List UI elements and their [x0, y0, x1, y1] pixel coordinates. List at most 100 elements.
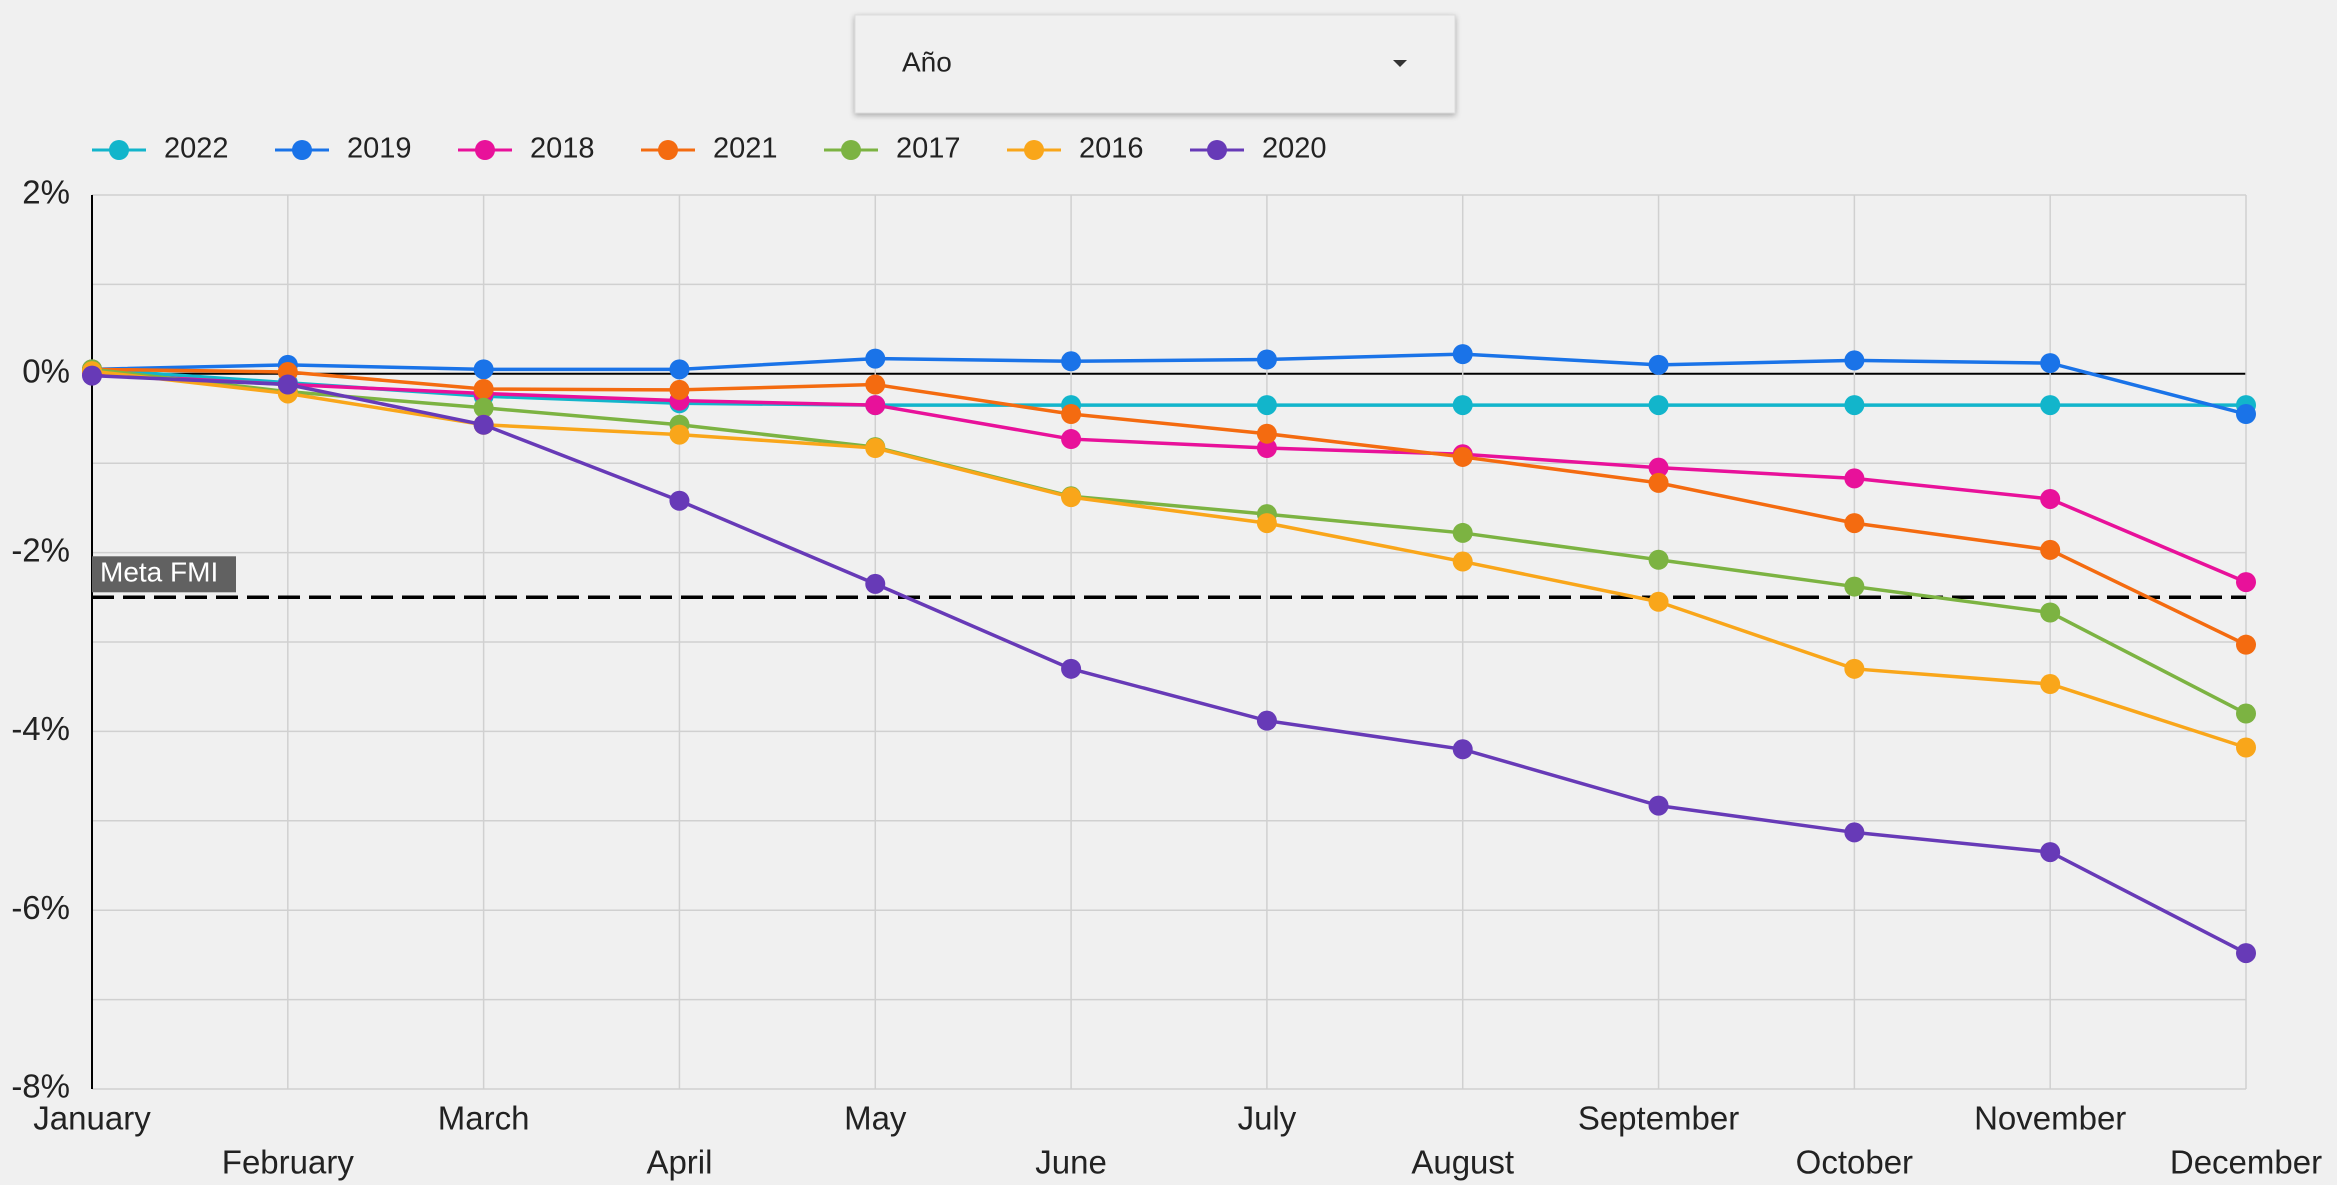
x-tick-label: March	[438, 1100, 530, 1137]
legend-label: 2020	[1262, 133, 1327, 165]
data-point	[2040, 539, 2061, 560]
data-point	[1061, 487, 1082, 508]
data-point	[669, 379, 690, 400]
legend-marker	[292, 140, 312, 160]
data-point	[1256, 438, 1277, 459]
x-tick-label: February	[222, 1144, 355, 1181]
data-point	[82, 365, 102, 386]
series-line	[91, 372, 2247, 584]
legend-marker	[1024, 140, 1044, 160]
legend-label: 2019	[347, 133, 412, 165]
data-point	[2236, 404, 2256, 425]
data-point	[1061, 351, 1082, 372]
legend-label: 2022	[164, 133, 229, 165]
y-tick-label: -2%	[11, 531, 70, 568]
legend-marker	[841, 140, 861, 160]
dropdown-arrow	[1393, 60, 1407, 67]
data-point	[2040, 395, 2061, 416]
series-line	[91, 367, 2247, 647]
x-tick-label: July	[1238, 1100, 1297, 1137]
data-point	[1648, 472, 1669, 493]
data-point	[2236, 943, 2256, 964]
y-tick-label: 2%	[22, 174, 70, 211]
x-tick-label: April	[646, 1144, 712, 1181]
data-point	[2236, 634, 2256, 655]
data-point	[1648, 591, 1669, 612]
data-point	[1256, 349, 1277, 370]
annotation: Meta FMI	[100, 557, 218, 588]
annotation-box	[92, 556, 236, 593]
data-point	[2040, 353, 2061, 374]
data-point	[1061, 658, 1082, 679]
data-point	[669, 490, 690, 511]
data-point	[865, 348, 886, 369]
data-point	[1844, 350, 1865, 371]
data-point	[277, 374, 298, 395]
data-point	[1844, 822, 1865, 843]
series-line	[91, 367, 2247, 716]
data-point	[2040, 674, 2061, 695]
x-tick-label: October	[1796, 1144, 1913, 1181]
data-point	[473, 414, 494, 435]
data-point	[1452, 395, 1473, 416]
x-tick-label: December	[2170, 1144, 2322, 1181]
data-point	[1256, 395, 1277, 416]
data-point	[1452, 344, 1473, 365]
data-point	[2236, 737, 2256, 758]
data-point	[1844, 468, 1865, 489]
data-point	[1844, 513, 1865, 534]
data-point	[2040, 488, 2061, 509]
data-point	[865, 573, 886, 594]
series-line	[91, 352, 2247, 416]
data-point	[2236, 572, 2256, 593]
data-point	[1256, 513, 1277, 534]
x-tick-label: August	[1411, 1144, 1514, 1181]
series-line	[91, 373, 2247, 955]
data-point	[1844, 658, 1865, 679]
legend-label: 2017	[896, 133, 961, 165]
data-point	[2236, 703, 2256, 724]
dropdown-label: Año	[902, 46, 952, 77]
data-point	[1256, 423, 1277, 444]
data-point	[473, 397, 494, 418]
x-tick-label: May	[844, 1100, 907, 1137]
data-point	[473, 378, 494, 399]
legend-label: 2021	[713, 133, 778, 165]
y-tick-label: 0%	[22, 353, 70, 390]
x-tick-label: June	[1035, 1144, 1107, 1181]
y-tick-label: -4%	[11, 710, 70, 747]
legend-label: 2016	[1079, 133, 1144, 165]
data-point	[2040, 842, 2061, 863]
data-point	[1061, 429, 1082, 450]
legend-marker	[475, 140, 495, 160]
legend-marker	[109, 140, 129, 160]
x-tick-label: November	[1974, 1100, 2126, 1137]
data-point	[1452, 551, 1473, 572]
data-point	[1844, 576, 1865, 597]
legend-marker	[658, 140, 678, 160]
data-point	[1648, 549, 1669, 570]
legend-label: 2018	[530, 133, 595, 165]
data-point	[669, 424, 690, 445]
x-tick-label: September	[1578, 1100, 1739, 1137]
dropdown[interactable]: Año	[854, 14, 1456, 114]
data-point	[1648, 457, 1669, 478]
data-point	[1452, 446, 1473, 467]
series-line	[91, 367, 2246, 407]
series-line	[91, 369, 2247, 750]
data-point	[1648, 395, 1669, 416]
data-point	[2040, 602, 2061, 623]
x-tick-label: January	[33, 1100, 151, 1137]
data-point	[865, 395, 886, 416]
legend-marker	[1207, 140, 1227, 160]
y-tick-label: -8%	[11, 1068, 70, 1105]
y-tick-label: -6%	[11, 889, 70, 926]
data-point	[1452, 522, 1473, 543]
data-point	[1844, 395, 1865, 416]
dropdown-box[interactable]	[854, 14, 1456, 114]
data-point	[1648, 795, 1669, 816]
data-point	[1452, 739, 1473, 760]
data-point	[1061, 404, 1082, 425]
data-point	[865, 374, 886, 395]
